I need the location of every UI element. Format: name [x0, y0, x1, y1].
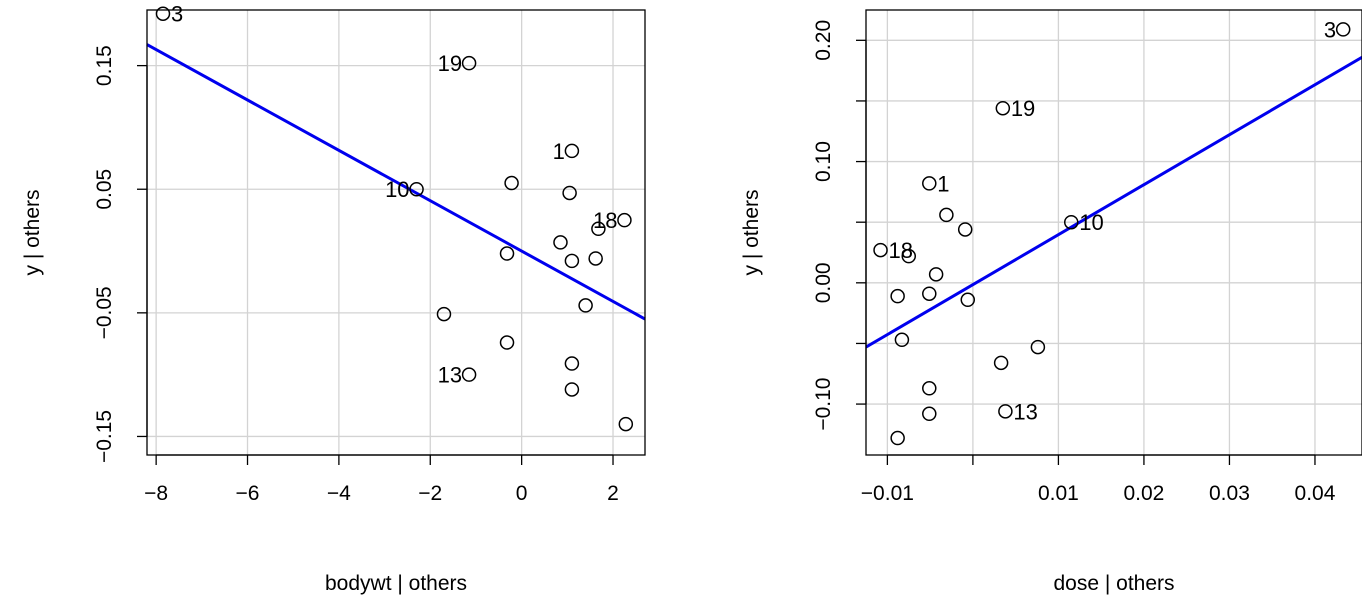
point-labels-group: 3 19 1 10 18 13: [171, 2, 617, 388]
data-point: [564, 356, 580, 371]
point-labels-group: 3 19 1 10 18 13: [889, 17, 1337, 424]
y-tick-label: 0.15: [93, 45, 116, 86]
x-tick-label: −2: [418, 482, 442, 505]
data-point: [461, 367, 477, 382]
x-tick-label: 2: [607, 482, 619, 505]
data-point: [1030, 339, 1046, 355]
point-label: 3: [1324, 17, 1336, 42]
data-point: [995, 100, 1011, 116]
y-axis-label: y | others: [740, 190, 763, 276]
data-point: [873, 242, 888, 258]
data-point: [957, 222, 973, 237]
x-tick-label: −8: [144, 482, 168, 505]
data-point: [564, 253, 580, 269]
data-point: [553, 235, 568, 250]
data-point: [591, 221, 606, 237]
points-group: [155, 6, 634, 432]
grid-lines: [866, 10, 1362, 455]
y-axis: −0.15 −0.05 0.05 0.15: [93, 45, 148, 463]
y-tick-label: −0.15: [93, 410, 116, 463]
data-point: [617, 212, 632, 228]
data-point: [564, 382, 580, 397]
data-point: [499, 335, 515, 350]
data-point: [436, 306, 452, 322]
x-tick-label: 0.02: [1123, 482, 1164, 505]
regression-line: [865, 55, 1362, 349]
grid-lines: [147, 10, 645, 455]
data-point: [618, 416, 634, 432]
point-label: 1: [937, 171, 949, 196]
point-label: 13: [438, 363, 462, 388]
data-point: [922, 406, 937, 422]
data-point: [578, 298, 593, 313]
y-tick-label: 0.20: [812, 20, 835, 61]
y-tick-label: 0.00: [812, 262, 835, 303]
x-tick-label: 0.01: [1038, 482, 1079, 505]
x-tick-label: 0.04: [1295, 482, 1336, 505]
point-label: 10: [385, 177, 409, 202]
point-label: 10: [1079, 210, 1103, 235]
x-axis-label: dose | others: [1053, 572, 1174, 595]
data-point: [928, 267, 944, 282]
data-point: [939, 207, 954, 223]
point-label: 13: [1013, 399, 1037, 424]
fit-line-group: [865, 55, 1362, 349]
data-point: [894, 332, 910, 348]
data-point: [998, 404, 1013, 419]
data-point: [922, 381, 937, 396]
data-point: [564, 143, 580, 159]
data-point: [562, 185, 577, 201]
data-point: [588, 251, 603, 266]
x-tick-label: −4: [327, 482, 351, 505]
y-tick-label: 0.10: [812, 141, 835, 182]
data-point: [499, 246, 515, 261]
panel-bodywt: 3 19 1 10 18 13 −8 −6 −4 −2 0 2 −0.15 −0.05 0.05 0.15…: [21, 2, 646, 595]
data-point: [890, 288, 905, 304]
y-tick-label: −0.10: [812, 378, 835, 431]
x-tick-label: 0: [516, 482, 528, 505]
x-axis-label: bodywt | others: [325, 572, 467, 595]
point-label: 3: [171, 2, 183, 27]
points-group: [873, 22, 1351, 446]
point-label: 19: [438, 51, 462, 76]
point-label: 19: [1011, 96, 1035, 121]
panel-dose: 3 19 1 10 18 13 −0.01 0.01 0.02 0.03 0.04 −0.10 0.…: [740, 9, 1362, 595]
data-point: [890, 430, 905, 446]
plot-frame: [146, 9, 646, 456]
data-point: [504, 175, 519, 191]
data-point: [901, 248, 917, 264]
x-axis: −8 −6 −4 −2 0 2: [144, 454, 619, 505]
y-axis-label: y | others: [21, 190, 44, 276]
y-tick-label: 0.05: [93, 169, 116, 210]
data-point: [993, 355, 1009, 371]
data-point: [155, 6, 171, 21]
data-point: [922, 176, 937, 191]
y-tick-label: −0.05: [93, 286, 116, 339]
point-label: 18: [889, 238, 913, 263]
data-point: [960, 292, 976, 308]
regression-line: [146, 43, 646, 321]
data-point: [922, 286, 937, 301]
fit-line-group: [146, 43, 646, 321]
x-tick-label: −0.01: [861, 482, 914, 505]
data-point: [1335, 22, 1351, 37]
plot-frame: [865, 9, 1362, 456]
data-point: [1063, 214, 1079, 230]
x-tick-label: 0.03: [1209, 482, 1250, 505]
x-tick-label: −6: [236, 482, 260, 505]
x-axis: −0.01 0.01 0.02 0.03 0.04: [861, 454, 1336, 505]
data-point: [409, 181, 424, 197]
point-label: 18: [593, 208, 617, 233]
point-label: 1: [553, 139, 565, 164]
data-point: [461, 55, 477, 71]
y-axis: −0.10 0.00 0.10 0.20: [812, 20, 867, 431]
